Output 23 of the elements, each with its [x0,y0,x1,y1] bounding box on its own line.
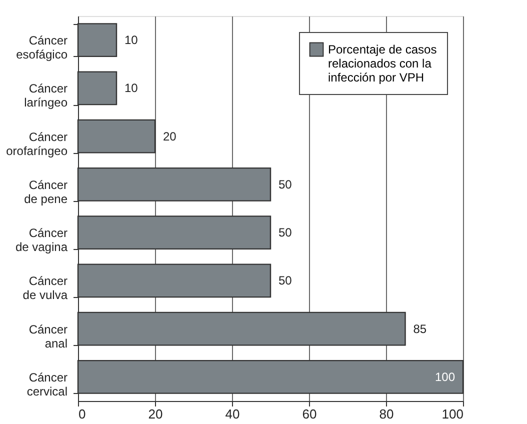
y-tick-label: Cáncer de vagina [15,226,68,254]
y-tick-label: Cáncer laríngeo [24,82,68,110]
x-tick-label: 80 [379,406,394,422]
data-label: 50 [278,274,292,288]
y-tick-label: Cáncer de pene [24,178,68,206]
x-tick-label: 60 [302,406,317,422]
y-tick-label: Cáncer de vulva [22,274,68,302]
y-tick-label: Cáncer anal [28,322,68,350]
data-label: 100 [434,370,456,384]
x-tick-label: 40 [225,406,240,422]
data-label: 85 [413,322,427,336]
data-label: 20 [163,129,177,144]
data-label: 50 [278,177,292,192]
x-tick-label: 20 [148,406,163,422]
y-tick-label: Cáncer cervical [26,370,68,398]
x-tick-label: 100 [442,406,464,422]
y-tick-label: Cáncer esofágico [16,34,68,62]
data-label: 10 [124,33,138,48]
y-tick-label: Cáncer orofaríngeo [6,130,68,158]
x-tick-label: 0 [78,406,86,422]
legend-label: Porcentaje de casos relacionados con la infección por VPH [328,42,437,84]
data-label: 50 [278,226,292,240]
data-label: 10 [124,81,138,96]
